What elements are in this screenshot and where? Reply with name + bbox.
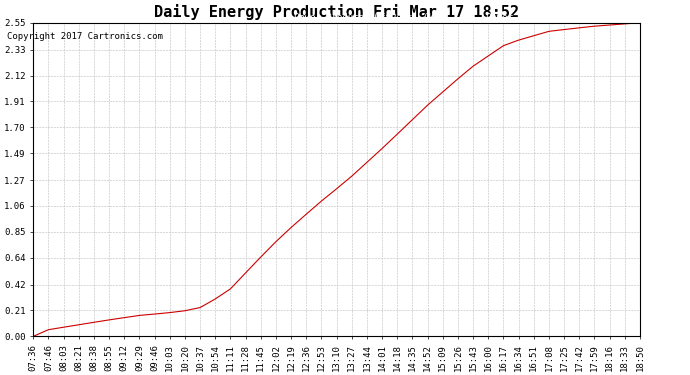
Text: Power Produced OffPeak  (kWh): Power Produced OffPeak (kWh)	[294, 12, 450, 21]
Text: Power Produced OnPeak  (kWh): Power Produced OnPeak (kWh)	[486, 12, 636, 21]
Text: Copyright 2017 Cartronics.com: Copyright 2017 Cartronics.com	[7, 32, 163, 41]
Title: Daily Energy Production Fri Mar 17 18:52: Daily Energy Production Fri Mar 17 18:52	[154, 4, 519, 20]
